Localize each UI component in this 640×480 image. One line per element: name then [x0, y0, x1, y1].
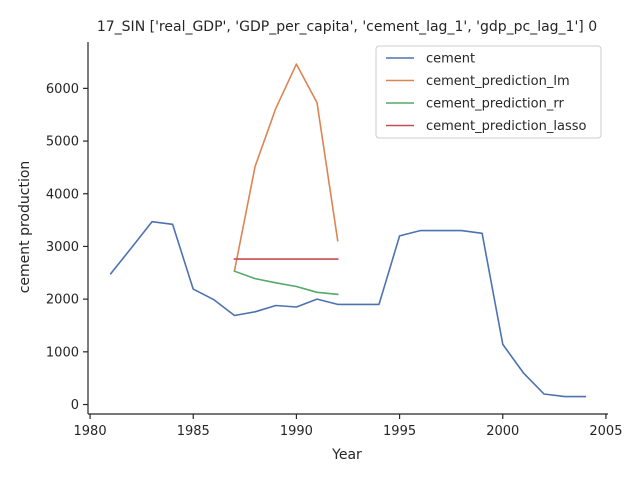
chart-title: 17_SIN ['real_GDP', 'GDP_per_capita', 'c…: [97, 19, 597, 35]
series-line-cement_prediction_lm: [233, 63, 339, 272]
x-tick-label: 2000: [486, 424, 519, 439]
y-axis: 0 1000 2000 3000 4000 5000 6000: [46, 82, 88, 413]
x-tick-label: 1985: [177, 424, 210, 439]
y-tick-label: 6000: [46, 82, 79, 97]
legend-label: cement_prediction_rr: [426, 97, 564, 112]
legend-label: cement_prediction_lm: [426, 74, 570, 89]
x-tick-label: 1980: [74, 424, 107, 439]
y-tick-label: 5000: [46, 135, 79, 150]
y-tick-label: 4000: [46, 187, 79, 202]
x-axis-label: Year: [331, 447, 362, 463]
legend-box: [375, 45, 602, 139]
legend-label: cement_prediction_lasso: [426, 119, 586, 134]
legend-label: cement: [426, 52, 475, 67]
y-tick-label: 3000: [46, 240, 79, 255]
series-line-cement_prediction_rr: [233, 270, 339, 296]
y-tick-label: 2000: [46, 293, 79, 308]
x-tick-label: 1990: [280, 424, 313, 439]
y-tick-label: 1000: [46, 345, 79, 360]
x-axis: 1980 1985 1990 1995 2000 2005: [74, 414, 622, 439]
y-tick-label: 0: [71, 398, 79, 413]
y-axis-label: cement production: [17, 161, 33, 294]
x-tick-label: 2005: [589, 424, 622, 439]
legend: cement cement_prediction_lm cement_predict…: [375, 45, 602, 139]
series-line-cement: [109, 220, 587, 398]
x-tick-label: 1995: [383, 424, 416, 439]
